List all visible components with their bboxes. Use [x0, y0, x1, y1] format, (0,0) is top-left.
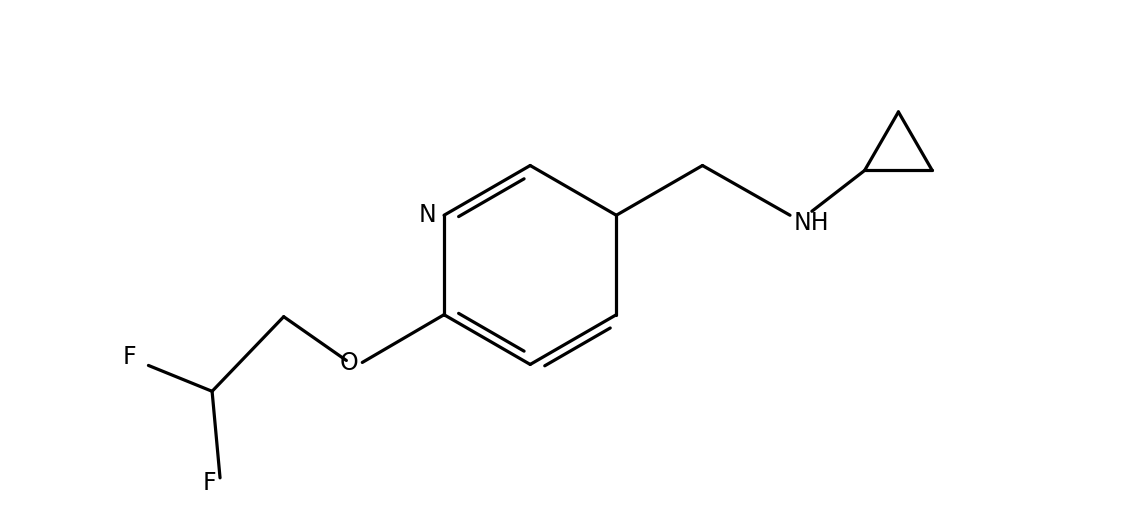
Text: NH: NH: [794, 211, 830, 235]
Text: F: F: [123, 345, 137, 370]
Text: F: F: [203, 471, 216, 495]
Text: N: N: [419, 203, 436, 227]
Text: O: O: [340, 352, 359, 375]
